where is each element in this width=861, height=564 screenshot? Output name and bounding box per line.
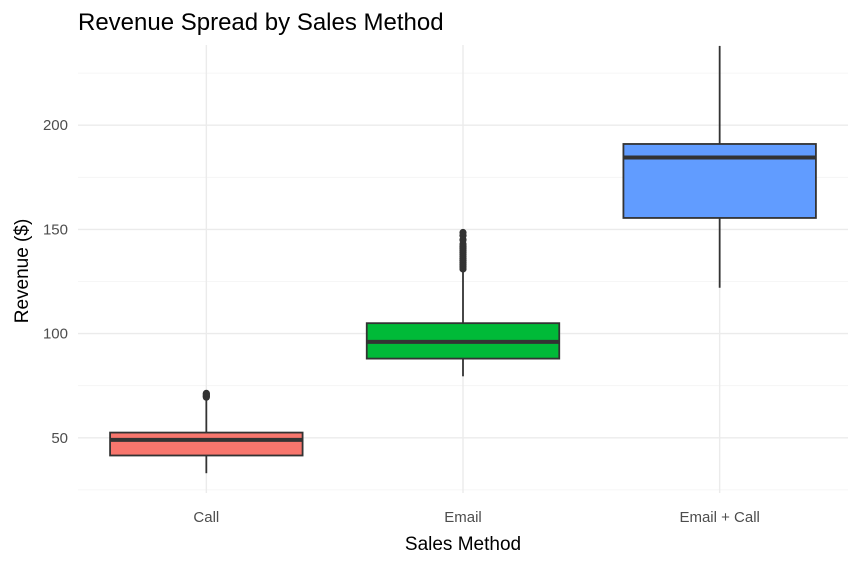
outlier-point — [202, 389, 210, 397]
y-tick-label: 200 — [43, 117, 68, 134]
x-axis-ticks: Call Email Email + Call — [193, 509, 759, 526]
x-tick-label: Call — [193, 509, 219, 526]
box-iqr — [109, 431, 304, 457]
box-iqr — [622, 143, 817, 219]
y-tick-label: 50 — [51, 430, 68, 447]
box-email-call — [622, 46, 817, 288]
y-tick-label: 150 — [43, 221, 68, 238]
y-axis-title: Revenue ($) — [12, 219, 33, 324]
y-axis-ticks: 50 100 150 200 — [43, 117, 68, 447]
y-tick-label: 100 — [43, 326, 68, 343]
x-axis-title: Sales Method — [405, 534, 521, 555]
box-email — [365, 228, 561, 377]
outlier-point — [459, 228, 467, 237]
x-tick-label: Email — [444, 509, 482, 526]
x-tick-label: Email + Call — [679, 509, 759, 526]
box-call — [109, 389, 304, 474]
boxes — [109, 46, 817, 474]
chart-title: Revenue Spread by Sales Method — [78, 9, 444, 36]
